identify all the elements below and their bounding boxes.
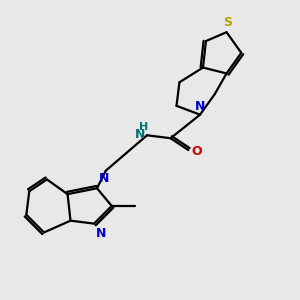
Text: N: N bbox=[95, 227, 106, 240]
Text: S: S bbox=[224, 16, 232, 29]
Text: O: O bbox=[192, 145, 203, 158]
Text: N: N bbox=[195, 100, 205, 113]
Text: H: H bbox=[139, 122, 148, 132]
Text: N: N bbox=[98, 172, 109, 185]
Text: N: N bbox=[135, 128, 146, 141]
